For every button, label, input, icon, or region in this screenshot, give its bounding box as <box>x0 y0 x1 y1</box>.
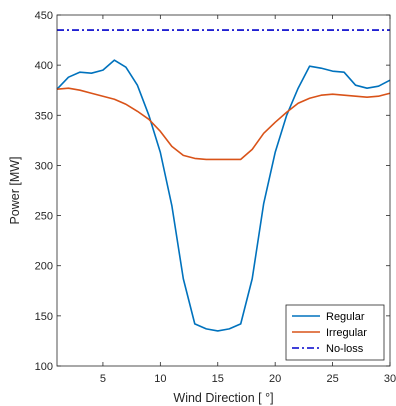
y-tick-label: 450 <box>35 10 53 22</box>
x-axis-label: Wind Direction [ °] <box>173 391 273 405</box>
y-tick-label: 200 <box>35 261 53 273</box>
y-tick-label: 350 <box>35 110 53 122</box>
series-line-regular <box>56 59 391 332</box>
y-tick-label: 150 <box>35 311 53 323</box>
y-tick-label: 400 <box>35 60 53 72</box>
x-tick-label: 25 <box>326 373 338 385</box>
series-line-irregular <box>56 87 391 161</box>
x-tick-label: 10 <box>154 373 166 385</box>
y-tick-label: 250 <box>35 211 53 223</box>
x-tick-label: 20 <box>269 373 281 385</box>
y-axis-label: Power [MW] <box>8 156 22 224</box>
legend-label-no-loss: No-loss <box>326 343 364 355</box>
series-layer <box>56 29 391 332</box>
x-tick-label: 5 <box>100 373 106 385</box>
y-tick-label: 100 <box>35 361 53 373</box>
plot-frame <box>56 14 391 367</box>
legend-label-irregular: Irregular <box>326 327 367 339</box>
x-tick-label: 15 <box>212 373 224 385</box>
tick-layer: 5 10 15 20 25 30 100 150 200 250 300 350 400 450 <box>35 10 396 385</box>
legend-label-regular: Regular <box>326 311 365 323</box>
y-tick-label: 300 <box>35 160 53 172</box>
legend: Regular Irregular No-loss <box>285 304 385 361</box>
x-tick-label: 30 <box>384 373 396 385</box>
